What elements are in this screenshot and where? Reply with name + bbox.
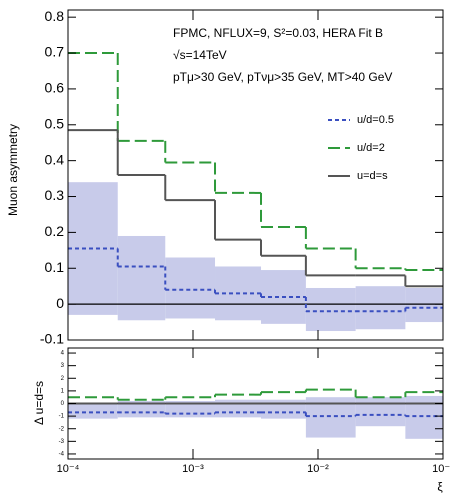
legend-label: u/d=2 [357, 142, 385, 154]
annotation: pTμ>30 GeV, pTνμ>35 GeV, MT>40 GeV [173, 70, 392, 84]
y-tick-label: 4 [61, 351, 65, 357]
legend-label: u/d=0.5 [357, 114, 394, 126]
y-tick-label: -1 [59, 414, 65, 420]
y-tick-label: -3 [59, 439, 65, 445]
y-tick-label: -4 [59, 452, 65, 458]
y-tick-label: 2 [61, 376, 65, 382]
y-tick-label: 0.4 [45, 151, 65, 167]
y-tick-label: 0.7 [45, 44, 65, 60]
annotation: √s=14TeV [173, 48, 227, 62]
y-tick-label: 0.3 [45, 187, 65, 203]
y-tick-label: 0.2 [45, 223, 65, 239]
y-tick-label: 0 [61, 401, 65, 407]
y-axis-label: Δ u=d=s [32, 381, 46, 425]
x-axis-label: ξ [437, 480, 443, 493]
y-axis-label: Muon asymmetry [6, 124, 20, 216]
y-tick-label: 0.8 [45, 8, 65, 24]
uncertainty-band [68, 403, 118, 419]
y-tick-label: 0 [56, 295, 64, 311]
uncertainty-band [355, 397, 406, 427]
y-tick-label: 0.1 [45, 259, 65, 275]
uncertainty-band [405, 395, 443, 439]
y-tick-label: 0.5 [45, 115, 65, 131]
uncertainty-band [215, 399, 262, 418]
uncertainty-band [405, 287, 443, 323]
y-tick-label: -0.1 [40, 331, 64, 347]
x-tick-label: 10⁻¹ [432, 463, 450, 475]
annotation: FPMC, NFLUX=9, S²=0.03, HERA Fit B [173, 26, 383, 40]
x-tick-label: 10⁻² [307, 463, 329, 475]
y-tick-label: -2 [59, 426, 65, 432]
uncertainty-band [117, 235, 166, 321]
x-tick-label: 10⁻⁴ [57, 463, 80, 475]
uncertainty-band [165, 257, 216, 319]
y-tick-label: 1 [61, 388, 65, 394]
plot-frame [67, 9, 444, 341]
legend-label: u=d=s [357, 170, 388, 182]
y-tick-label: 0.6 [45, 80, 65, 96]
x-tick-label: 10⁻³ [182, 463, 204, 475]
uncertainty-band [355, 286, 406, 330]
uncertainty-band [305, 287, 356, 332]
y-tick-label: 3 [61, 363, 65, 369]
